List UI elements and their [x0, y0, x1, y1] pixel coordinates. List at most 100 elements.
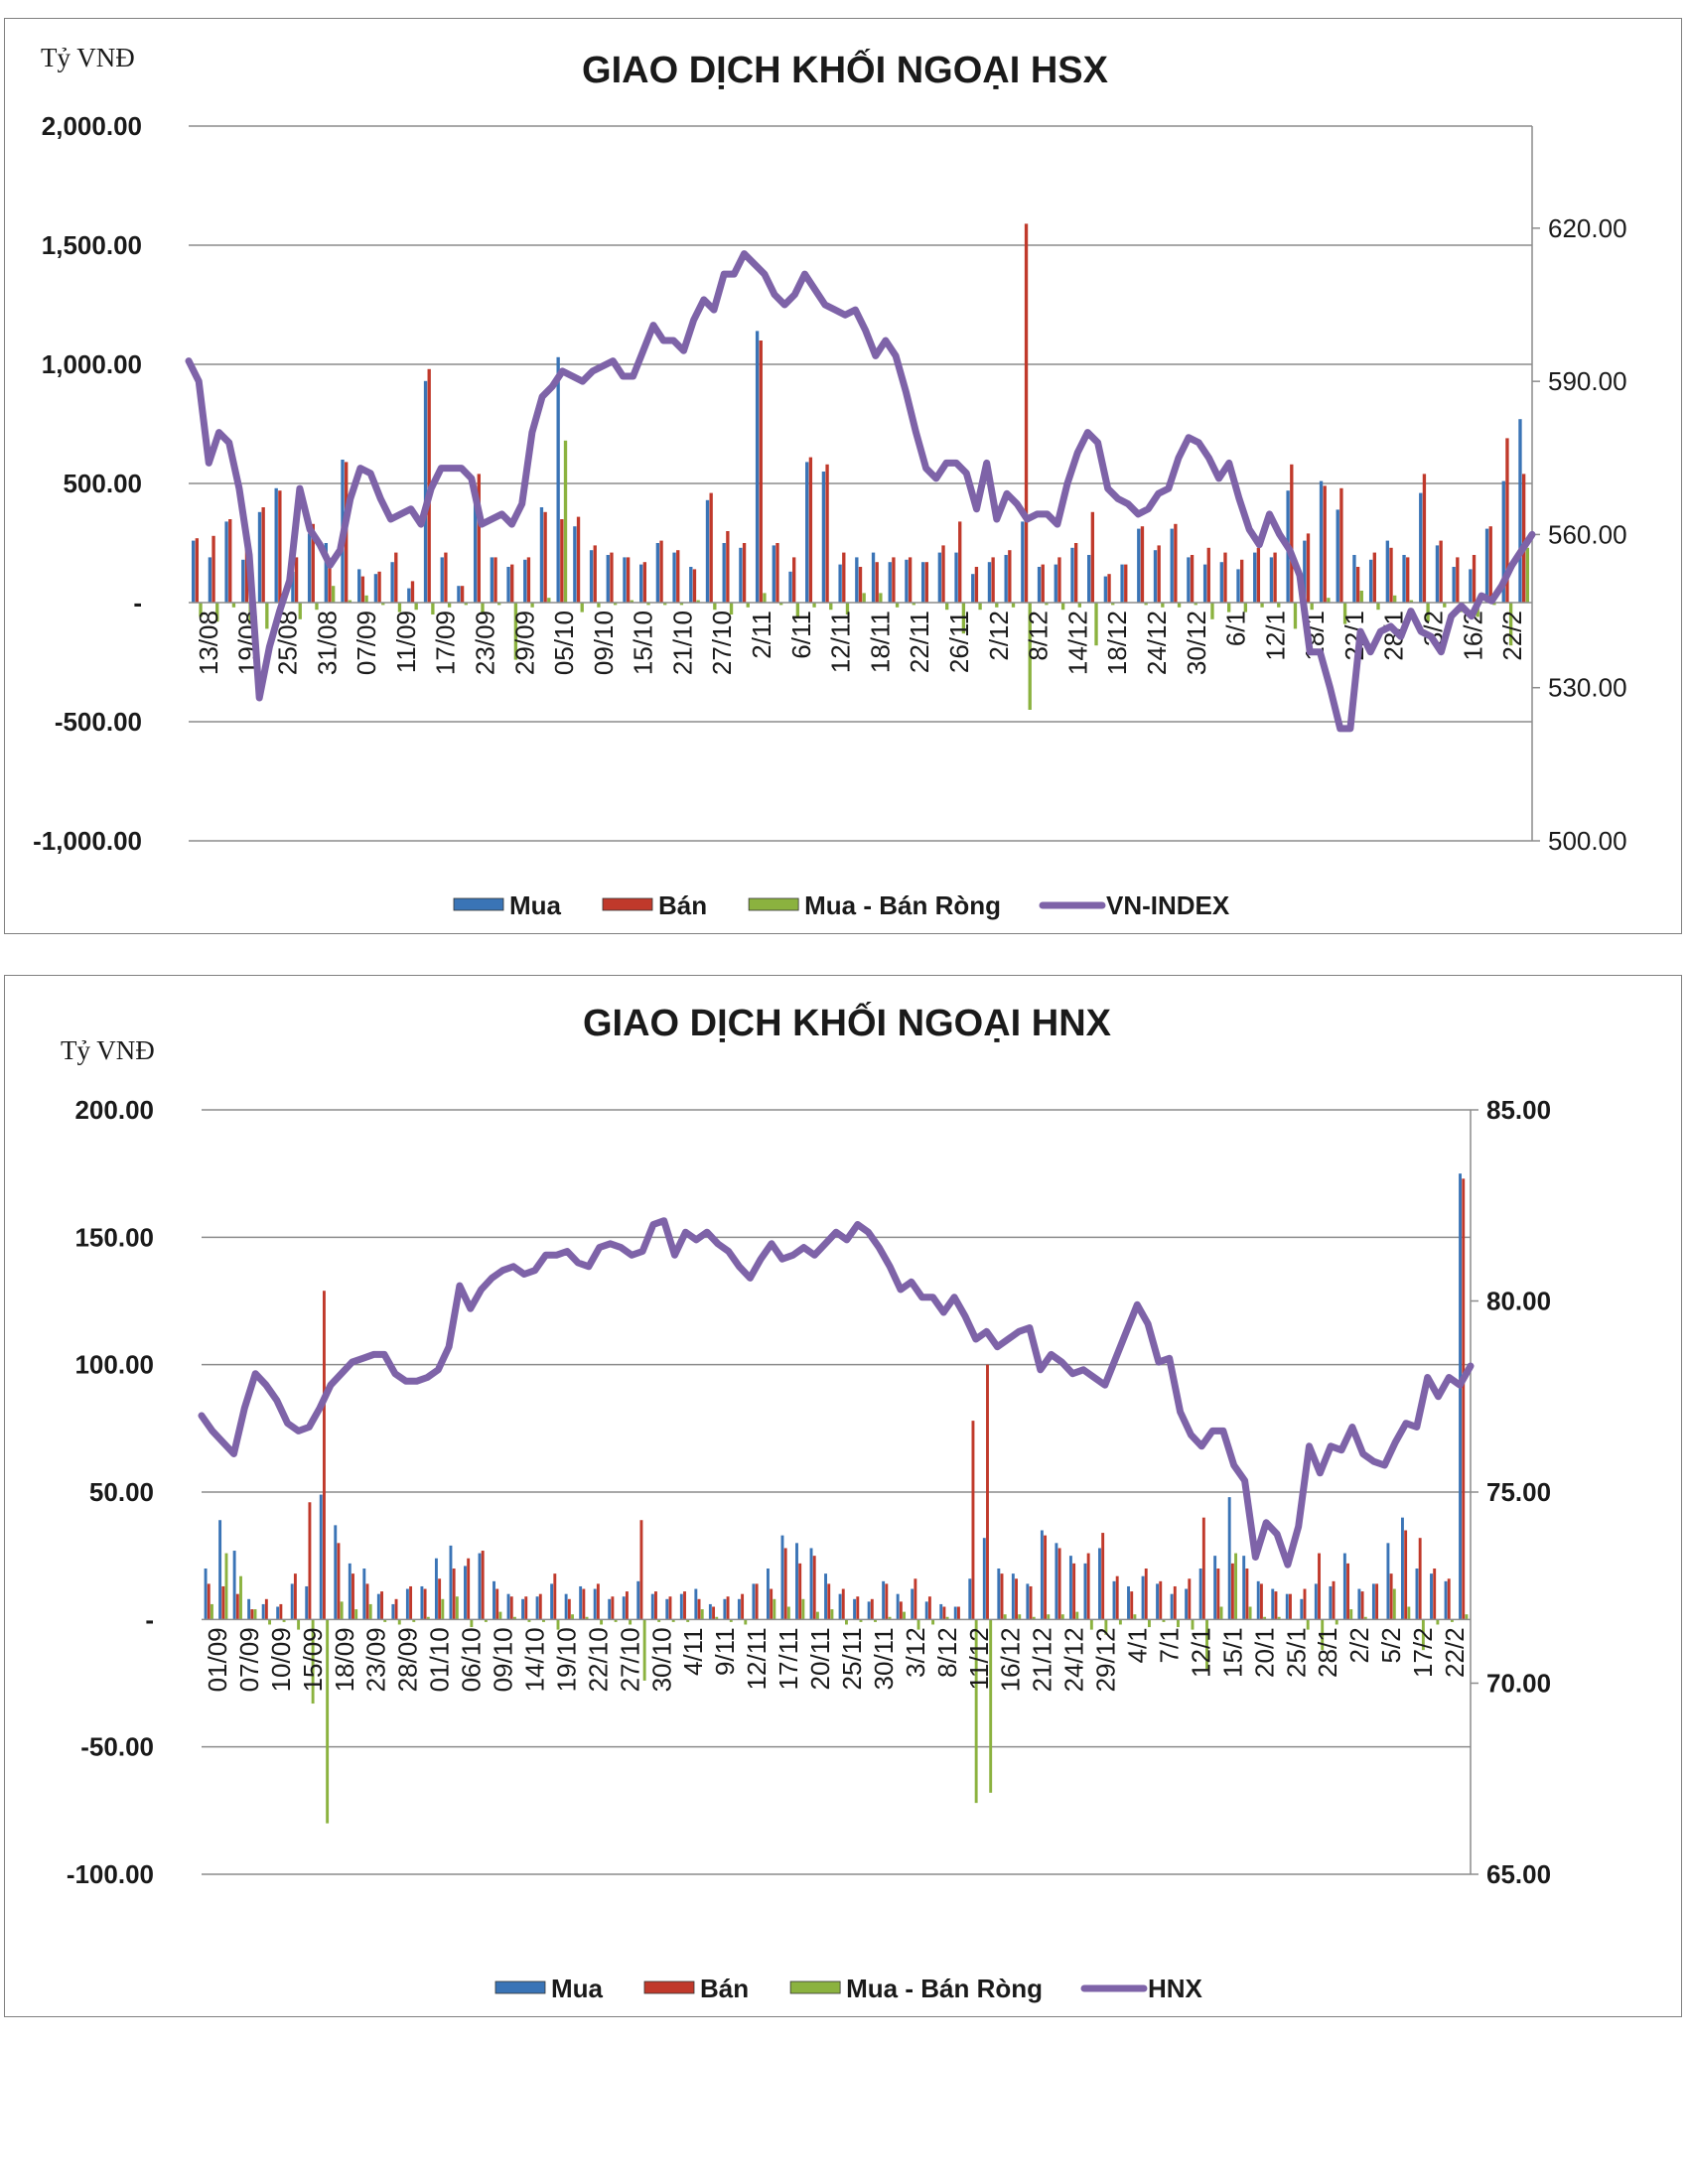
bar-net [597, 603, 601, 608]
bar-buy [1269, 557, 1274, 603]
bar-buy [556, 356, 560, 603]
x-tick-label: 12/11 [826, 611, 856, 673]
bar-sell [1456, 557, 1460, 603]
bar-buy [855, 557, 859, 603]
bar-buy [911, 1588, 914, 1620]
bar-net [916, 1619, 920, 1630]
bar-sell [1101, 1533, 1105, 1620]
bar-buy [853, 1598, 857, 1620]
bar-sell [1521, 474, 1526, 603]
x-tick-label: 07/09 [352, 611, 381, 675]
bar-buy [1219, 562, 1223, 603]
legend-swatch [602, 897, 653, 911]
bar-sell [1259, 1583, 1263, 1620]
bar-buy [550, 1583, 554, 1620]
bar-sell [770, 1588, 774, 1620]
bar-buy [573, 526, 577, 603]
y2-tick-label: 70.00 [1486, 1669, 1551, 1699]
bar-sell [582, 1588, 586, 1620]
bar-net [1465, 1614, 1469, 1620]
legend: Mua Bán Mua - Bán Ròng VN-INDEX [453, 890, 1230, 920]
bar-buy [1040, 1530, 1044, 1620]
bar-buy [650, 1593, 654, 1620]
bar-buy [1285, 1593, 1289, 1620]
bar-sell [1159, 1580, 1163, 1620]
y-tick-label: 200.00 [74, 1095, 154, 1125]
bar-buy [655, 543, 660, 603]
y-tick-label: 150.00 [74, 1222, 154, 1252]
bar-net [297, 1619, 301, 1630]
x-tick-label: 05/10 [549, 611, 579, 675]
x-tick-label: 30/10 [646, 1627, 676, 1692]
bar-net [211, 1603, 213, 1620]
bar-net [412, 1619, 416, 1622]
bar-sell [1433, 1569, 1437, 1620]
bar-net [696, 600, 700, 603]
bar-buy [1070, 547, 1074, 603]
bar-buy [672, 552, 676, 603]
bar-sell [827, 1583, 831, 1620]
bar-sell [654, 1591, 657, 1620]
bar-buy [334, 1525, 338, 1620]
bar-sell [683, 1591, 686, 1620]
x-tick-label: 22/11 [905, 611, 934, 673]
bar-sell [712, 1606, 716, 1620]
bar-sell [1174, 523, 1178, 603]
bar-sell [352, 1573, 354, 1620]
x-tick-label: 3/12 [901, 1627, 930, 1678]
y2-tick-label: 620.00 [1548, 213, 1627, 243]
x-tick-label: 22/2 [1497, 611, 1527, 661]
bar-sell [1273, 552, 1277, 603]
bar-buy [208, 557, 212, 603]
chart-title: GIAO DỊCH KHỐI NGOẠI HSX [582, 47, 1109, 91]
bar-net [1450, 1619, 1454, 1622]
bar-net [556, 1619, 560, 1630]
legend-swatch [789, 1980, 841, 1994]
x-tick-label: 15/09 [298, 1627, 328, 1692]
x-tick-label: 15/1 [1217, 1627, 1247, 1678]
bar-sell [560, 519, 564, 603]
bar-net [441, 1598, 445, 1620]
bar-net [715, 1616, 719, 1620]
bar-net [455, 1596, 459, 1620]
bar-net [1293, 603, 1298, 629]
bar-sell [1057, 557, 1061, 603]
unit-label: Tỷ VNĐ [41, 43, 135, 72]
bar-buy [204, 1569, 208, 1620]
bar-sell [971, 1421, 975, 1620]
bar-buy [987, 562, 992, 603]
bar-buy [772, 545, 775, 603]
bar-net [1075, 1611, 1079, 1620]
bar-net [340, 1601, 344, 1620]
bar-net [1492, 603, 1496, 606]
bar-buy [737, 1598, 741, 1620]
bar-net [713, 603, 717, 611]
bar-sell [1439, 540, 1443, 603]
x-tick-label: 01/09 [203, 1627, 232, 1692]
bar-sell [1015, 1578, 1018, 1620]
hsx-chart: GIAO DỊCH KHỐI NGOẠI HSX Tỷ VNĐ 2,000.00 1,… [33, 43, 1627, 920]
x-tick-label: 29/09 [509, 611, 539, 675]
bar-sell [394, 552, 398, 603]
bar-net [1032, 1616, 1036, 1620]
bar-net [961, 603, 966, 634]
bar-net [1210, 603, 1214, 619]
bar-net [239, 1575, 242, 1620]
bar-sell [524, 1596, 528, 1620]
bar-net [613, 603, 618, 606]
bar-buy [622, 1596, 626, 1620]
bar-sell [676, 550, 680, 603]
bar-buy [324, 543, 328, 603]
bar-net [1194, 603, 1197, 606]
bar-sell [495, 1588, 499, 1620]
bar-net [397, 603, 402, 613]
bar-sell [409, 1585, 413, 1620]
bar-buy [1368, 559, 1373, 603]
bar-buy [478, 1553, 482, 1620]
bar-net [1028, 603, 1032, 710]
bar-sell [1008, 550, 1012, 603]
bar-net [1363, 1616, 1367, 1620]
bar-buy [1021, 521, 1025, 603]
bar-sell [1339, 487, 1343, 603]
bar-buy [1303, 540, 1307, 603]
